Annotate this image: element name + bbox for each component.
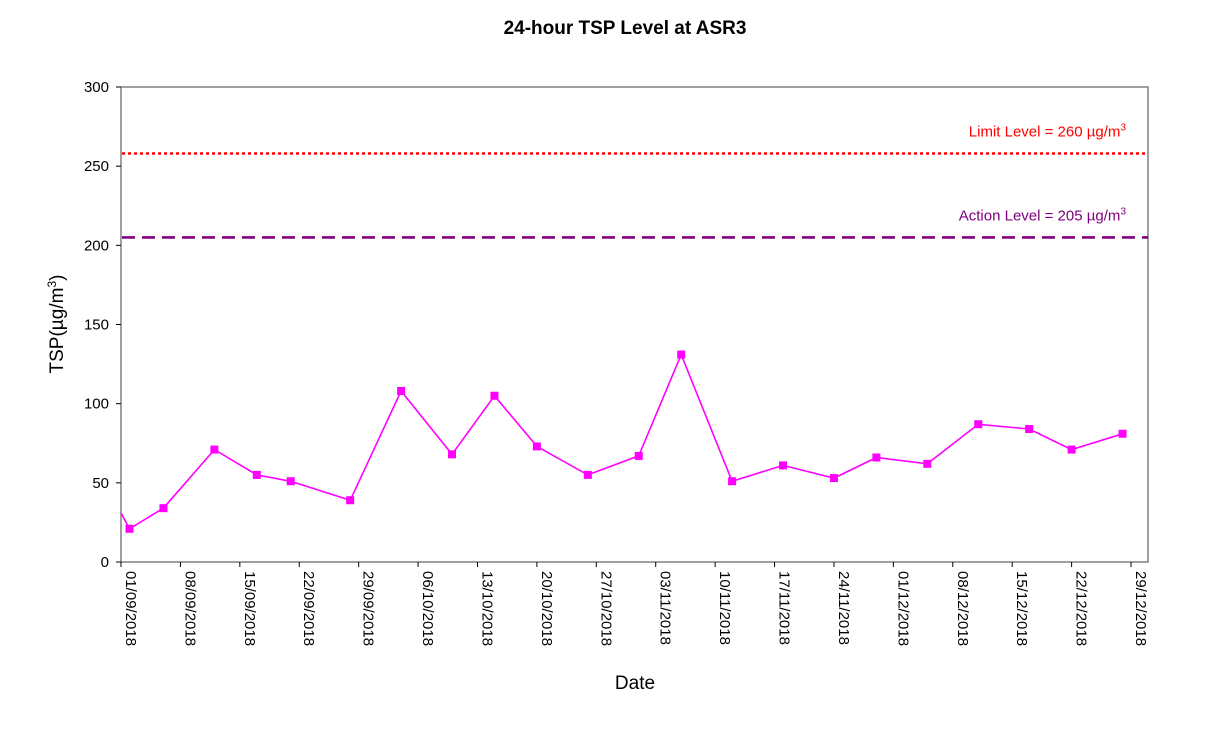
x-tick-label: 22/09/2018 <box>300 571 317 646</box>
data-point <box>923 459 932 468</box>
y-axis-label-unit: g/m <box>47 288 68 320</box>
y-tick-label: 300 <box>84 79 109 96</box>
y-tick-label: 0 <box>101 554 109 571</box>
x-tick-label: 13/10/2018 <box>478 571 495 646</box>
x-tick-label: 06/10/2018 <box>419 571 436 646</box>
data-point <box>1067 445 1076 454</box>
series-layer <box>120 350 1127 533</box>
x-tick-label: 01/12/2018 <box>894 571 911 646</box>
ref-line-label-part: Action Level = 205 <box>959 207 1087 224</box>
y-axis-label-close: ) <box>47 275 68 281</box>
data-point <box>490 391 499 400</box>
x-tick-label: 22/12/2018 <box>1073 571 1090 646</box>
data-point <box>779 461 788 470</box>
data-point <box>583 470 592 479</box>
y-tick-label: 150 <box>84 317 109 334</box>
data-point <box>346 496 355 505</box>
ref-line-label-0: Limit Level = 260 µg/m3 <box>969 123 1127 141</box>
data-point <box>532 442 541 451</box>
data-point <box>286 477 295 486</box>
x-tick-label: 01/09/2018 <box>122 571 139 646</box>
y-axis-label-mu: µ <box>47 319 68 330</box>
data-point <box>448 450 457 459</box>
chart-title: 24-hour TSP Level at ASR3 <box>504 18 747 39</box>
ref-line-label-1: Action Level = 205 µg/m3 <box>959 206 1127 224</box>
data-point <box>125 524 134 533</box>
y-tick-label: 50 <box>92 475 109 492</box>
x-tick-label: 15/12/2018 <box>1013 571 1030 646</box>
data-point <box>210 445 219 454</box>
data-point <box>397 387 406 395</box>
x-tick-label: 20/10/2018 <box>538 571 555 646</box>
x-tick-label: 10/11/2018 <box>716 571 733 645</box>
y-axis-label: TSP(µg/m3) <box>45 275 68 374</box>
x-tick-label: 08/09/2018 <box>181 571 198 646</box>
x-tick-label: 29/09/2018 <box>360 571 377 646</box>
y-tick-label: 100 <box>84 396 109 413</box>
y-tick-label: 250 <box>84 158 109 175</box>
ref-line-label-part: g/m <box>1095 207 1120 224</box>
data-point <box>1118 429 1127 438</box>
y-axis-label-main: TSP( <box>47 330 68 374</box>
y-axis: 0 50 100 150 200 250 300 <box>84 79 121 571</box>
ref-line-label-part: g/m <box>1095 124 1120 141</box>
x-tick-label: 17/11/2018 <box>776 571 793 645</box>
x-axis: 01/09/2018 08/09/2018 15/09/2018 22/09/2018… <box>120 562 1149 646</box>
data-point <box>634 451 643 460</box>
x-tick-label: 27/10/2018 <box>597 571 614 646</box>
x-axis-label: Date <box>615 673 655 694</box>
data-point <box>252 470 261 479</box>
plot-area <box>120 86 1149 563</box>
x-tick-label: 03/11/2018 <box>657 571 674 645</box>
ref-line-label-part: Limit Level = 260 <box>969 124 1087 141</box>
ref-line-label-part: 3 <box>1120 123 1126 134</box>
y-tick-label: 200 <box>84 237 109 254</box>
ref-line-label-part: µ <box>1087 207 1096 224</box>
data-point <box>974 420 983 429</box>
x-tick-label: 15/09/2018 <box>241 571 258 646</box>
x-tick-label: 08/12/2018 <box>954 571 971 646</box>
x-tick-label: 29/12/2018 <box>1132 571 1149 646</box>
data-point <box>728 477 737 486</box>
x-tick-label: 24/11/2018 <box>835 571 852 645</box>
data-point <box>677 350 686 359</box>
data-point <box>159 504 168 513</box>
data-point <box>1025 425 1034 433</box>
y-axis-label-sup: 3 <box>45 281 59 288</box>
data-point <box>872 453 881 462</box>
ref-line-label-part: 3 <box>1120 206 1126 217</box>
data-point <box>829 474 838 483</box>
ref-line-label-part: µ <box>1087 124 1096 141</box>
